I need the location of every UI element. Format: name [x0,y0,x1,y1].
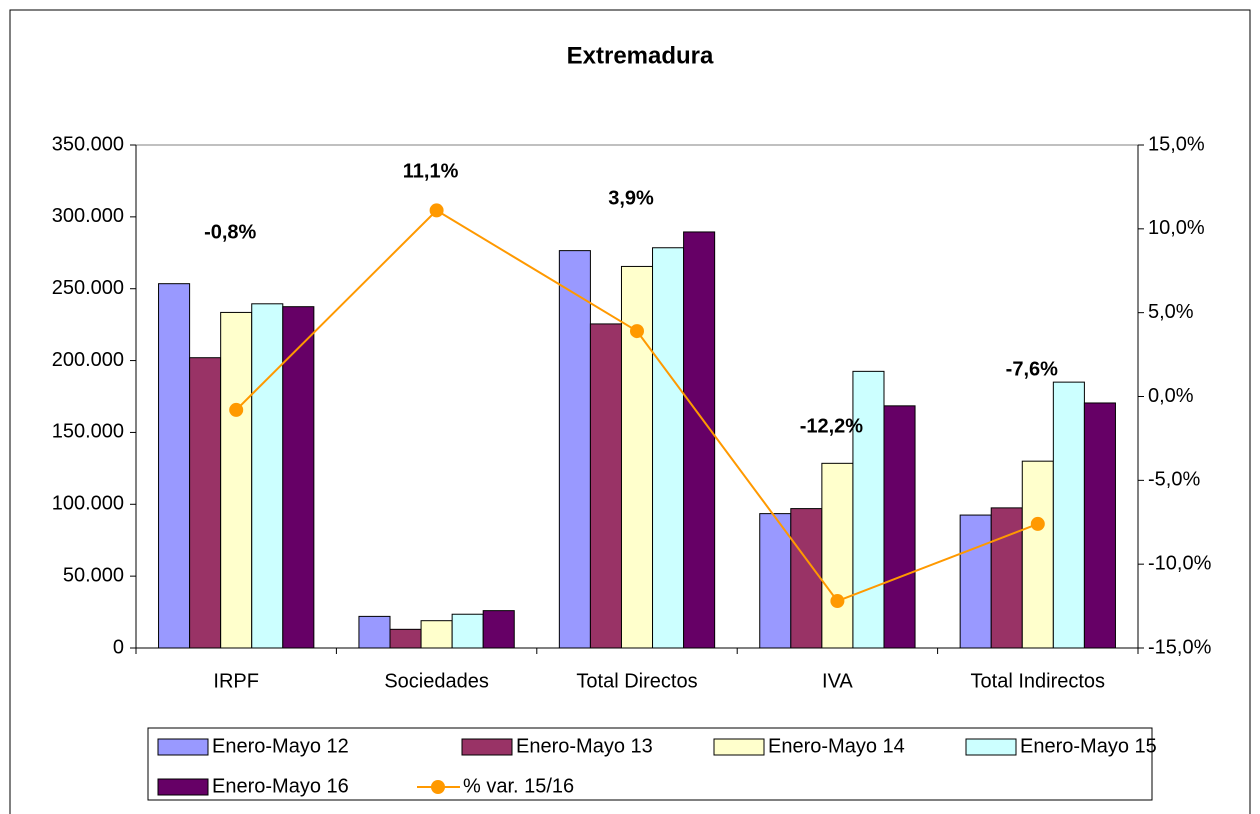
y-tick-label: 0 [113,636,124,658]
chart-border [9,9,1251,814]
y-tick-label: 300.000 [52,205,124,227]
y2-tick-label: -5,0% [1148,469,1200,491]
bar [358,615,391,649]
bar [959,514,992,649]
y-tick-label: 50.000 [63,564,124,586]
x-tick-label: Sociedades [384,670,489,692]
data-label: 11,1% [403,160,459,182]
x-tick-label: Total Directos [576,670,697,692]
legend-label: Enero-Mayo 14 [768,735,905,757]
legend-swatch [157,778,209,796]
data-label: -0,8% [204,221,256,243]
bar [790,508,823,649]
line-point [229,402,244,417]
bar [652,247,685,649]
bar [482,610,515,649]
y-tick-label: 150.000 [52,421,124,443]
legend-swatch [461,738,513,756]
y2-tick-label: 5,0% [1148,301,1194,323]
y2-tick-label: -15,0% [1148,636,1212,658]
x-tick-label: IVA [822,670,853,692]
bar [883,405,916,649]
bar [1052,381,1085,649]
bar [420,620,453,649]
bar [451,613,484,649]
data-label: -7,6% [1006,358,1058,380]
bar [558,250,591,649]
bar [189,357,222,649]
line-point [429,203,444,218]
bar [220,311,253,649]
chart-title: Extremadura [567,42,714,69]
legend-marker [431,780,445,794]
bar [158,283,191,649]
y-tick-label: 250.000 [52,277,124,299]
y2-tick-label: 10,0% [1148,217,1205,239]
bar [683,231,716,649]
line-point [1030,516,1045,531]
y2-tick-label: -10,0% [1148,552,1212,574]
bar [282,306,315,649]
legend-label: Enero-Mayo 12 [212,735,349,757]
legend-swatch [157,738,209,756]
legend-label: % var. 15/16 [463,775,574,797]
line-point [830,594,845,609]
bar [852,370,885,649]
bar [251,303,284,649]
y-tick-label: 200.000 [52,349,124,371]
y-tick-label: 100.000 [52,493,124,515]
y-tick-label: 350.000 [52,133,124,155]
bar [990,507,1023,649]
data-label: 3,9% [608,187,654,209]
x-tick-label: IRPF [213,670,259,692]
bar [389,628,422,649]
bar [759,513,792,649]
line-point [630,324,644,339]
y2-tick-label: 0,0% [1148,385,1194,407]
bar [821,462,854,649]
y2-tick-label: 15,0% [1148,133,1205,155]
x-tick-label: Total Indirectos [971,670,1106,692]
legend-swatch [713,738,765,756]
legend-label: Enero-Mayo 15 [1020,735,1157,757]
legend-label: Enero-Mayo 16 [212,775,349,797]
data-label: -12,2% [800,415,864,437]
legend-swatch [965,738,1017,756]
bar [1021,460,1054,649]
legend-label: Enero-Mayo 13 [516,735,653,757]
bar [589,323,622,649]
bar [1083,402,1116,649]
